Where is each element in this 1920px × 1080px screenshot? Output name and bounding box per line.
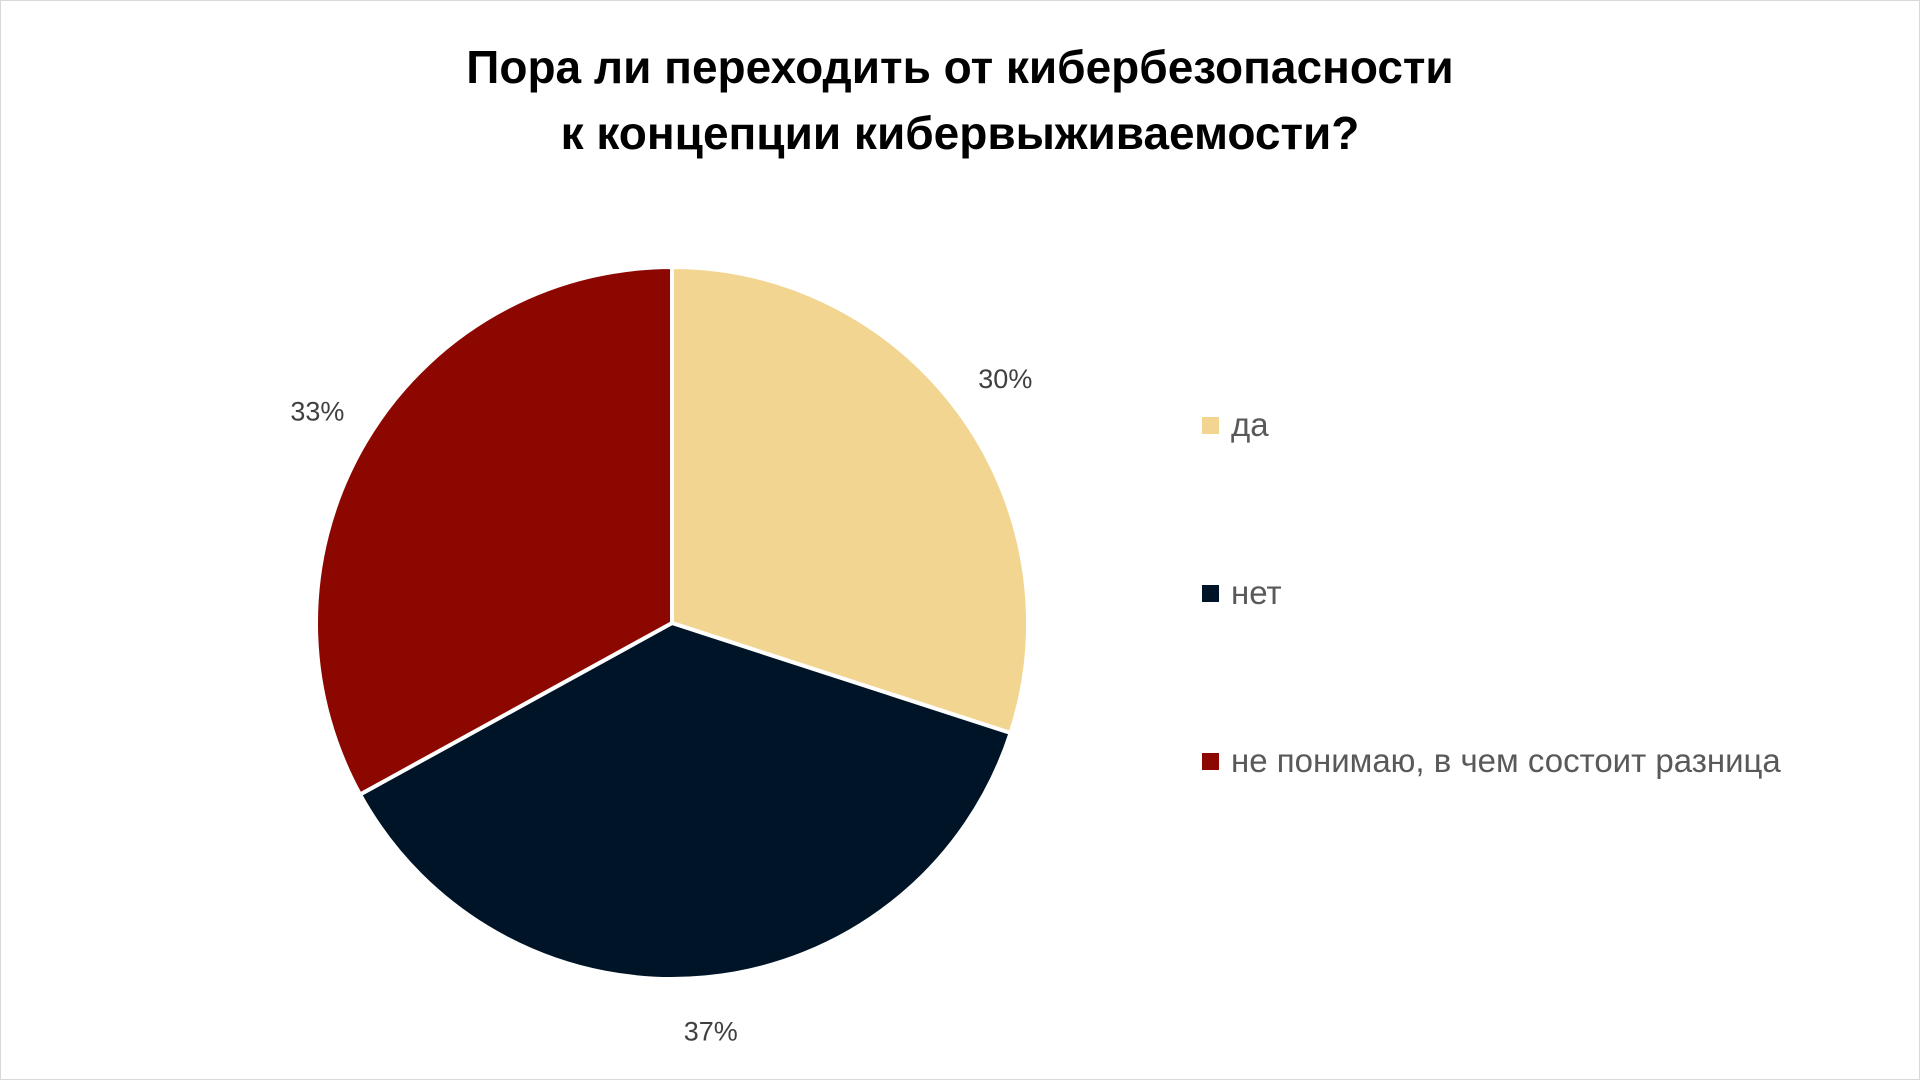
chart-title: Пора ли переходить от кибербезопасности … [0, 34, 1920, 166]
data-label-net: 37% [684, 1016, 738, 1046]
pie-data-labels: 30% 37% 33% [290, 364, 1032, 1046]
chart-title-line-2: к концепции кибервыживаемости? [560, 107, 1360, 159]
slice-ne-ponimayu [314, 265, 674, 797]
slice-da [670, 265, 1030, 736]
legend-item-da: да [1202, 400, 1269, 450]
legend-label-net: нет [1231, 574, 1282, 611]
legend-swatch-da [1202, 416, 1219, 434]
legend-label-da: да [1231, 406, 1269, 443]
legend-label-ne-ponimayu: не понимаю, в чем состоит разница [1231, 742, 1781, 779]
pie-slices [314, 265, 1030, 981]
legend-swatch-ne-ponimayu [1202, 752, 1219, 770]
data-label-da: 30% [978, 364, 1032, 394]
chart-title-line-1: Пора ли переходить от кибербезопасности [466, 41, 1454, 93]
legend-item-net: нет [1202, 568, 1282, 618]
data-label-ne-ponimayu: 33% [290, 396, 344, 426]
legend-item-ne-ponimayu: не понимаю, в чем состоит разница [1202, 736, 1781, 786]
slice-net [358, 621, 1013, 981]
legend-swatch-net [1202, 584, 1219, 602]
